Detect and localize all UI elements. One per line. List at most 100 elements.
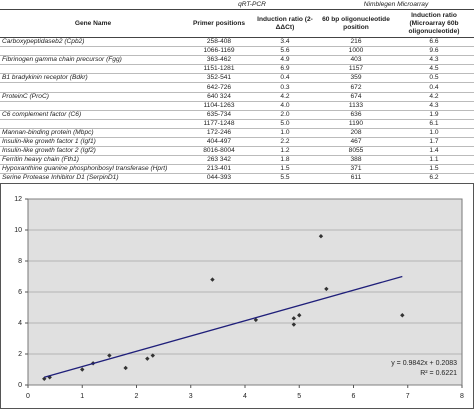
table-cell: 1.8 (252, 155, 318, 166)
table-cell: 1.9 (394, 110, 474, 120)
table-cell: 1.1 (394, 155, 474, 166)
header-row: Gene Name Primer positions Induction rat… (0, 9, 474, 38)
y-tick-label: 0 (18, 382, 22, 389)
gene-name (0, 101, 186, 111)
table-row: ProteinC (ProC) 640 324 4.2 674 4.2 (0, 92, 474, 102)
table-cell: 1.5 (252, 164, 318, 175)
data-point (291, 322, 297, 327)
x-tick-label: 3 (189, 393, 193, 400)
gene-name: B1 bradykinin receptor (Bdkr) (0, 73, 186, 84)
table-cell: 640 324 (186, 92, 252, 102)
table-cell: 1104-1263 (186, 101, 252, 111)
table-cell: 1.5 (394, 164, 474, 175)
gene-name: Hypoxanthine guanine phosphoribosyl tran… (0, 164, 186, 175)
data-point (42, 376, 47, 381)
data-point (318, 234, 324, 239)
data-point (324, 286, 329, 292)
data-point (47, 375, 52, 380)
data-point (400, 313, 405, 318)
table-cell: 172-246 (186, 128, 252, 139)
header-cell: Induction ratio (2-ΔΔCt) (252, 9, 318, 38)
gene-name: Insulin-like growth factor 1 (Igf1) (0, 137, 186, 148)
table-cell: 4.3 (394, 55, 474, 66)
table-cell: 352-541 (186, 73, 252, 84)
table-row: 642-726 0.3 672 0.4 (0, 82, 474, 93)
table-cell: 1133 (318, 101, 394, 111)
table-cell: 6.1 (394, 119, 474, 129)
table-cell: 642-726 (186, 82, 252, 93)
table-cell: 636 (318, 110, 394, 120)
data-point (150, 353, 155, 358)
x-tick-label: 1 (80, 393, 84, 400)
data-point (253, 317, 259, 323)
table-cell: 208 (318, 128, 394, 139)
table-cell: 611 (318, 173, 394, 184)
table-cell: 1.2 (252, 146, 318, 157)
table-cell: 213-401 (186, 164, 252, 175)
table-cell: 6.2 (394, 173, 474, 184)
table-cell: 363-462 (186, 55, 252, 66)
y-tick-label: 12 (14, 196, 22, 203)
data-point (210, 277, 215, 282)
table-row: Serine Protease Inhibitor D1 (SerpinD1) 0… (0, 173, 474, 184)
group-header-row: qRT-PCR Nimblegen Microarray (0, 0, 474, 10)
x-tick-label: 7 (406, 393, 410, 400)
table-row: Insulin-like growth factor 1 (Igf1) 404-4… (0, 137, 474, 148)
table-cell: 0.4 (394, 82, 474, 93)
table-cell: 3.4 (252, 37, 318, 48)
table-cell: 0.5 (394, 73, 474, 84)
table-cell: 1151-1281 (186, 64, 252, 75)
gene-name (0, 119, 186, 129)
table-cell: 403 (318, 55, 394, 66)
data-point (291, 316, 297, 321)
gene-name: C6 complement factor (C6) (0, 110, 186, 120)
header-cell (0, 0, 186, 10)
table-row: B1 bradykinin receptor (Bdkr) 352-541 0.4 3… (0, 73, 474, 84)
table-cell: 9.6 (394, 46, 474, 57)
table-cell: 5.0 (252, 119, 318, 129)
group-header: Nimblegen Microarray (318, 0, 474, 10)
table-cell: 6.6 (394, 37, 474, 48)
table-cell: 044-393 (186, 173, 252, 184)
table-body: Carboxypeptidaseb2 (Cpb2) 258-408 3.4 216 6.… (0, 37, 474, 184)
gene-name: Ferritin heavy chain (Fth1) (0, 155, 186, 166)
table-cell: 8055 (318, 146, 394, 157)
x-tick-label: 8 (460, 393, 464, 400)
trendline-equation: y = 0.9842x + 0.2083 (391, 360, 457, 367)
table-cell: 4.0 (252, 101, 318, 111)
table-cell: 1066-1169 (186, 46, 252, 57)
table-cell: 1.0 (252, 128, 318, 139)
table-cell: 5.6 (252, 46, 318, 57)
gene-name (0, 82, 186, 93)
table-row: Fibrinogen gamma chain precursor (Fgg) 36… (0, 55, 474, 66)
data-point (297, 313, 302, 318)
x-tick-label: 0 (26, 393, 30, 400)
table-cell: 0.4 (252, 73, 318, 84)
header-cell: Primer positions (186, 9, 252, 38)
gene-name: Serine Protease Inhibitor D1 (SerpinD1) (0, 173, 186, 184)
gene-name: Mannan-binding protein (Mbpc) (0, 128, 186, 139)
table-cell: 359 (318, 73, 394, 84)
x-tick-label: 4 (243, 393, 247, 400)
table-cell: 467 (318, 137, 394, 148)
y-tick-label: 10 (14, 227, 22, 234)
table-cell: 2.2 (252, 137, 318, 148)
table-row: Mannan-binding protein (Mbpc) 172-246 1.0 2… (0, 128, 474, 139)
table-cell: 1000 (318, 46, 394, 57)
table-cell: 8016-8004 (186, 146, 252, 157)
table-cell: 388 (318, 155, 394, 166)
table-cell: 1.7 (394, 137, 474, 148)
data-point (107, 353, 112, 358)
data-point (80, 367, 85, 372)
header-cell: 60 bp oligonucleotide position (318, 9, 394, 38)
y-tick-label: 2 (18, 351, 22, 358)
table-row: Hypoxanthine guanine phosphoribosyl tran… (0, 164, 474, 175)
table-cell: 4.9 (252, 55, 318, 66)
table-cell: 1.0 (394, 128, 474, 139)
table-cell: 5.5 (252, 173, 318, 184)
header-cell: Gene Name (0, 9, 186, 38)
y-tick-label: 8 (18, 258, 22, 265)
table-row: 1066-1169 5.6 1000 9.6 (0, 46, 474, 57)
